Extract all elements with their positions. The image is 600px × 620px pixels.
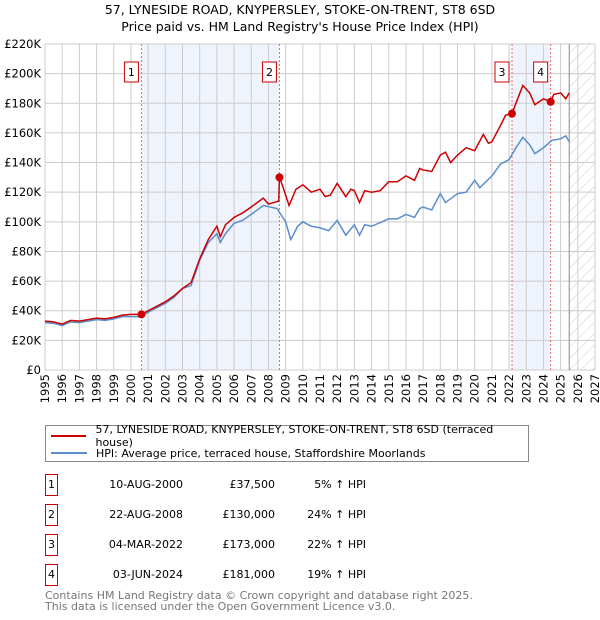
- sale-point: [275, 173, 284, 182]
- chart-title: 57, LYNESIDE ROAD, KNYPERSLEY, STOKE-ON-…: [104, 2, 496, 17]
- sale-row: 2 22-AUG-2008 £130,000 24% ↑ HPI: [45, 504, 465, 526]
- x-tick-label: 2005: [210, 374, 224, 403]
- x-tick-label: 2006: [227, 374, 241, 403]
- sale-point: [546, 97, 555, 106]
- x-tick-label: 1997: [72, 374, 86, 403]
- sale-hpi-diff: 24% ↑ HPI: [307, 508, 366, 521]
- y-tick-label: £120K: [4, 185, 41, 199]
- y-tick-label: £140K: [4, 156, 41, 170]
- x-tick-label: 2021: [485, 374, 499, 403]
- footer-licence: This data is licensed under the Open Gov…: [45, 600, 396, 613]
- sale-label-box: [123, 61, 139, 83]
- legend-item-property: 57, LYNESIDE ROAD, KNYPERSLEY, STOKE-ON-…: [51, 423, 528, 449]
- sale-point: [507, 109, 516, 118]
- x-tick-label: 2019: [451, 374, 465, 403]
- y-tick-label: £220K: [4, 37, 41, 51]
- legend-swatch: [51, 452, 87, 454]
- x-tick-label: 2024: [536, 374, 550, 403]
- x-tick-label: 2027: [588, 374, 600, 403]
- x-tick-label: 2012: [330, 374, 344, 403]
- x-tick-label: 2013: [347, 374, 361, 403]
- y-tick-label: £180K: [4, 96, 41, 110]
- y-tick-label: £100K: [4, 215, 41, 229]
- x-tick-label: 2009: [279, 374, 293, 403]
- sale-label: 3: [498, 66, 505, 79]
- sale-number: 1: [45, 474, 58, 496]
- sale-row: 1 10-AUG-2000 £37,500 5% ↑ HPI: [45, 474, 465, 496]
- x-tick-label: 2003: [176, 374, 190, 403]
- y-tick-label: £160K: [4, 126, 41, 140]
- sale-label: 2: [266, 66, 273, 79]
- x-tick-label: 2015: [382, 374, 396, 403]
- forecast-hatch: [569, 44, 595, 370]
- chart-subtitle: Price paid vs. HM Land Registry's House …: [121, 19, 479, 34]
- price-chart: 1995 1996 1997 1998 1999 2000 2001 2002 2003 2004…: [4, 37, 600, 403]
- y-tick-label: £200K: [4, 67, 41, 81]
- sale-date: 10-AUG-2000: [109, 478, 183, 491]
- legend: 57, LYNESIDE ROAD, KNYPERSLEY, STOKE-ON-…: [45, 423, 529, 462]
- sale-label-box: [494, 61, 510, 83]
- series-line: [44, 84, 570, 325]
- y-tick-label: £80K: [12, 244, 42, 258]
- sale-row: 4 03-JUN-2024 £181,000 19% ↑ HPI: [45, 564, 465, 586]
- x-tick-label: 2023: [519, 374, 533, 403]
- y-tick-label: £20K: [12, 333, 42, 347]
- series-line: [44, 134, 570, 327]
- x-tick-label: 2018: [433, 374, 447, 403]
- x-tick-label: 1996: [55, 374, 69, 403]
- sale-label: 1: [128, 66, 135, 79]
- sale-number: 2: [45, 504, 58, 526]
- x-tick-label: 2022: [502, 374, 516, 403]
- sale-number: 3: [45, 534, 58, 556]
- x-tick-label: 2000: [124, 374, 138, 403]
- x-tick-label: 2017: [416, 374, 430, 403]
- shaded-period: [141, 44, 280, 370]
- x-tick-label: 2004: [193, 374, 207, 403]
- x-tick-label: 1999: [107, 374, 121, 403]
- x-tick-label: 2002: [158, 374, 172, 403]
- sale-row: 3 04-MAR-2022 £173,000 22% ↑ HPI: [45, 534, 465, 556]
- sale-label: 4: [537, 66, 544, 79]
- footer-copyright: Contains HM Land Registry data © Crown c…: [45, 589, 473, 602]
- legend-swatch: [51, 435, 87, 437]
- y-tick-label: £0: [26, 363, 41, 377]
- legend-label: HPI: Average price, terraced house, Staf…: [96, 446, 426, 460]
- sale-label-box: [261, 61, 277, 83]
- sale-hpi-diff: 5% ↑ HPI: [314, 478, 366, 491]
- x-tick-label: 2008: [261, 374, 275, 403]
- x-tick-label: 2020: [468, 374, 482, 403]
- sale-hpi-diff: 19% ↑ HPI: [307, 568, 366, 581]
- x-tick-label: 2026: [571, 374, 585, 403]
- x-tick-label: 2025: [554, 374, 568, 403]
- sale-label-box: [533, 61, 549, 83]
- sale-number: 4: [45, 564, 58, 586]
- sale-price: £173,000: [222, 538, 276, 551]
- x-tick-label: 2016: [399, 374, 413, 403]
- x-tick-label: 1998: [90, 374, 104, 403]
- sale-date: 04-MAR-2022: [108, 538, 183, 551]
- sale-point: [137, 310, 146, 319]
- sale-price: £37,500: [229, 478, 276, 491]
- legend-label: 57, LYNESIDE ROAD, KNYPERSLEY, STOKE-ON-…: [95, 423, 494, 449]
- x-tick-label: 1995: [38, 374, 52, 403]
- sale-date: 22-AUG-2008: [109, 508, 183, 521]
- y-tick-label: £40K: [12, 304, 42, 318]
- sale-price: £130,000: [222, 508, 276, 521]
- x-tick-label: 2011: [313, 374, 327, 403]
- sale-date: 03-JUN-2024: [112, 568, 183, 581]
- x-tick-label: 2010: [296, 374, 310, 403]
- x-tick-label: 2014: [365, 374, 379, 403]
- shaded-period: [511, 44, 551, 370]
- x-tick-label: 2001: [141, 374, 155, 403]
- x-tick-label: 2007: [244, 374, 258, 403]
- y-tick-label: £60K: [12, 274, 42, 288]
- sale-hpi-diff: 22% ↑ HPI: [307, 538, 366, 551]
- legend-item-hpi: HPI: Average price, terraced house, Staf…: [51, 445, 425, 461]
- sale-price: £181,000: [222, 568, 276, 581]
